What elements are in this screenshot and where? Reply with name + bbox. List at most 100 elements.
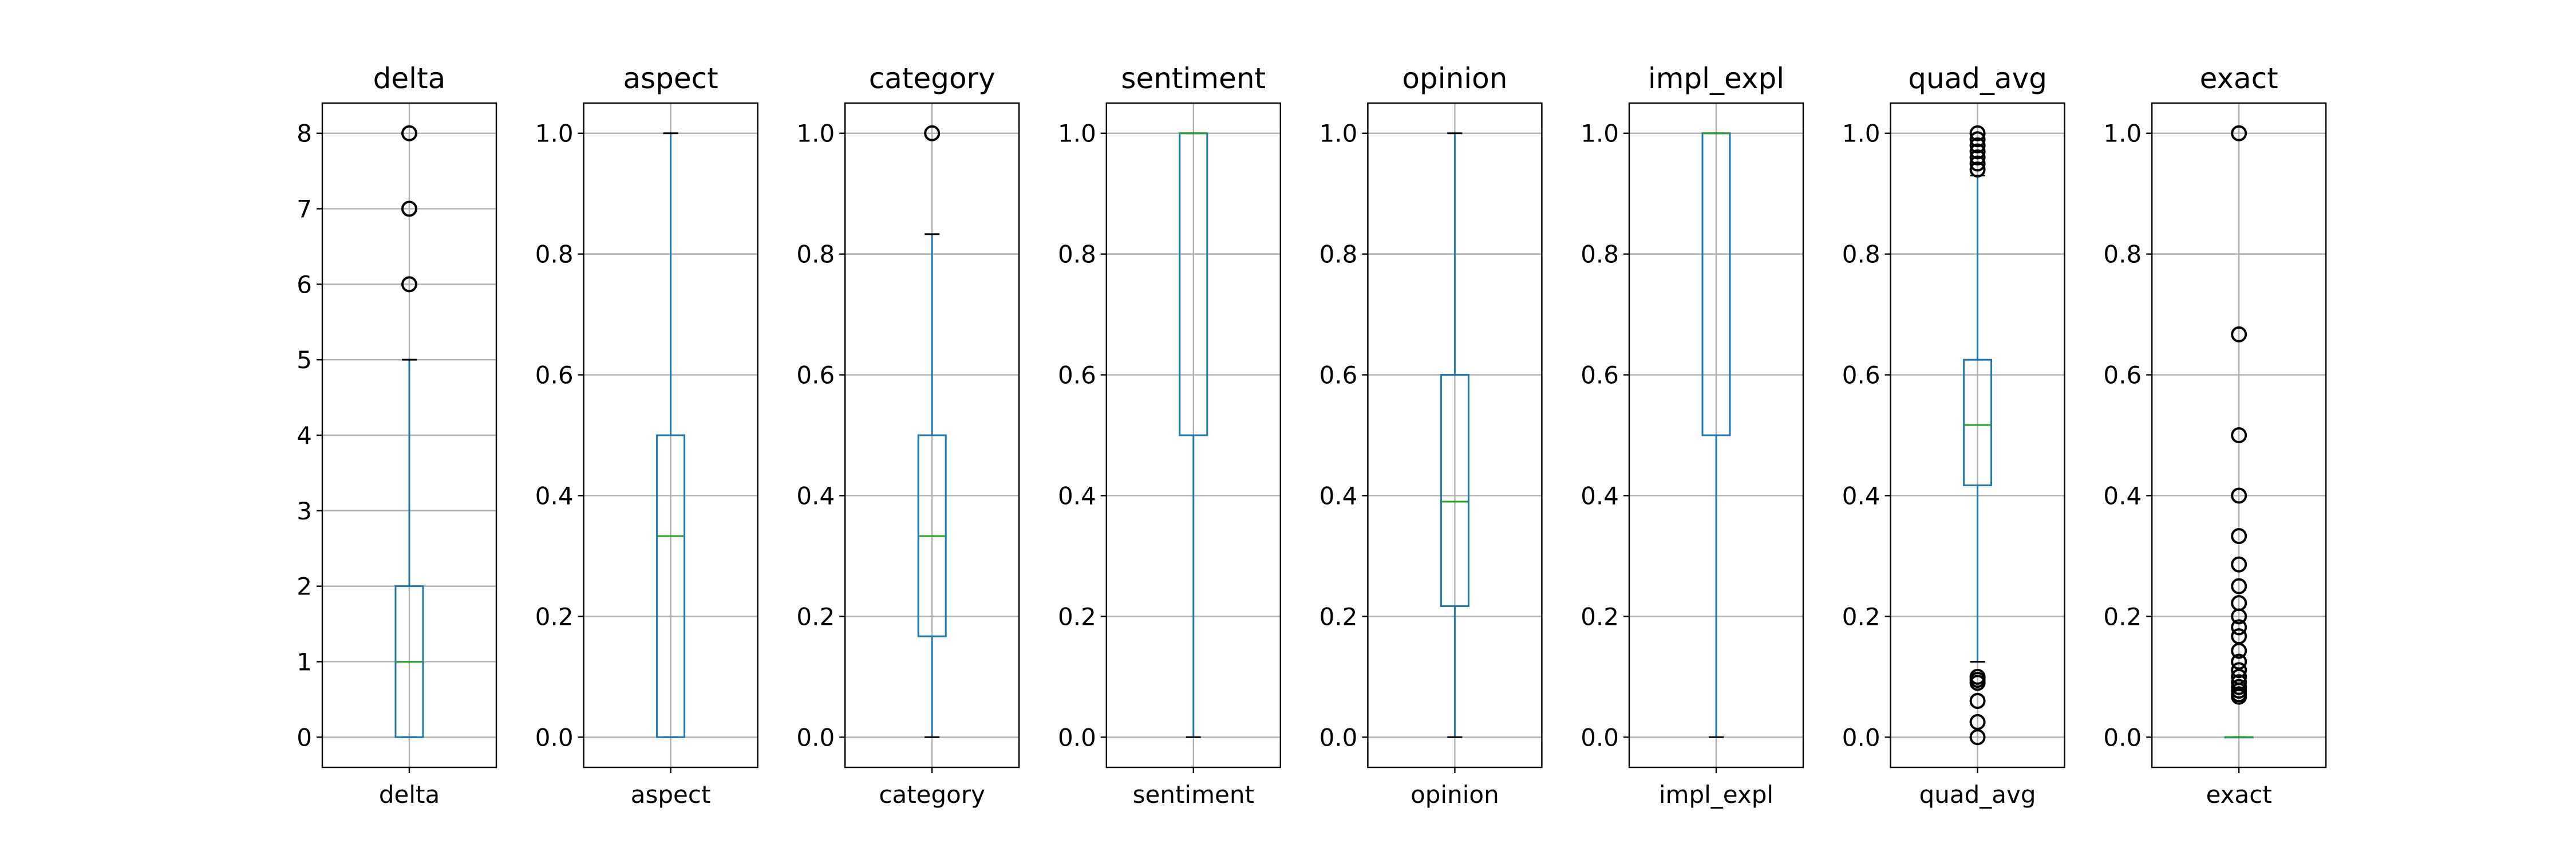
y-tick-label: 0.2: [1058, 602, 1096, 631]
x-tick-label: sentiment: [1133, 781, 1254, 809]
outlier-point: [2231, 608, 2247, 625]
panel-delta: 0 1 2 3 4 5 6 7 8 delta delta: [297, 62, 497, 809]
panel-opinion: 0.0 0.2 0.4 0.6 0.8 1.0 opinion opinion: [1319, 62, 1543, 809]
outlier-point: [1969, 729, 1986, 746]
outlier-point: [2231, 427, 2247, 443]
y-tick-label: 0.8: [1058, 241, 1096, 269]
y-tick-label: 0.0: [535, 723, 574, 751]
y-tick-label: 1.0: [2103, 120, 2142, 148]
outlier-point: [2231, 578, 2247, 594]
y-tick-label: 0.8: [796, 241, 835, 269]
y-tick-label: 3: [297, 497, 312, 525]
y-tick-label: 1: [297, 648, 312, 676]
outlier-point: [2231, 643, 2247, 659]
y-tick-label: 0.0: [1058, 723, 1096, 751]
iqr-box: [656, 434, 686, 738]
y-tick-label: 0.0: [796, 723, 835, 751]
y-tick-label: 0.6: [1319, 361, 1358, 389]
y-tick-label: 1.0: [1842, 120, 1880, 148]
outlier-point: [924, 125, 941, 141]
outlier-point: [1969, 143, 1986, 160]
y-tick-label: 0.8: [1581, 241, 1619, 269]
y-tick-label: 2: [297, 573, 312, 601]
outlier-point: [1969, 693, 1986, 709]
iqr-box: [1963, 358, 1993, 487]
y-tick-label: 0.6: [2103, 361, 2142, 389]
outlier-point: [1969, 131, 1986, 148]
y-tick-label: 6: [297, 270, 312, 298]
y-tick-label: 1.0: [1319, 120, 1358, 148]
y-tick-label: 0.2: [1319, 602, 1358, 631]
panel-quad_avg: 0.0 0.2 0.4 0.6 0.8 1.0 quad_avg quad_avg: [1842, 62, 2065, 809]
y-tick-label: 0.4: [1058, 482, 1096, 510]
x-tick-label: impl_expl: [1659, 781, 1773, 809]
y-tick-label: 0.6: [1581, 361, 1619, 389]
x-tick-label: quad_avg: [1919, 781, 2036, 809]
y-tick-label: 0.4: [796, 482, 835, 510]
y-tick-label: 0.0: [2103, 723, 2142, 751]
panel-title: delta: [373, 62, 446, 95]
y-tick-label: 8: [297, 120, 312, 148]
outlier-point: [1969, 675, 1986, 691]
y-tick-label: 7: [297, 195, 312, 223]
panel-title: quad_avg: [1908, 62, 2047, 95]
x-tick-label: delta: [379, 781, 440, 809]
y-tick-label: 0.6: [535, 361, 574, 389]
outlier-point: [2231, 487, 2247, 504]
outlier-point: [2231, 125, 2247, 141]
panel-title: opinion: [1402, 62, 1507, 95]
outlier-point: [401, 200, 417, 217]
y-tick-label: 0.4: [1842, 482, 1880, 510]
outlier-point: [1969, 149, 1986, 166]
y-tick-label: 0.2: [1581, 602, 1619, 631]
panel-title: impl_expl: [1648, 62, 1784, 95]
panel-sentiment: 0.0 0.2 0.4 0.6 0.8 1.0 sentiment sentiment: [1058, 62, 1282, 809]
y-tick-label: 0.8: [1319, 241, 1358, 269]
x-tick-label: opinion: [1411, 781, 1499, 809]
outlier-point: [2231, 528, 2247, 545]
outlier-point: [2231, 688, 2247, 705]
y-tick-label: 5: [297, 346, 312, 374]
y-tick-label: 0.8: [1842, 241, 1880, 269]
y-tick-label: 0.4: [1319, 482, 1358, 510]
outlier-point: [1969, 125, 1986, 141]
panel-category: 0.0 0.2 0.4 0.6 0.8 1.0 category category: [796, 62, 1020, 809]
y-tick-label: 0.2: [1842, 602, 1880, 631]
y-tick-label: 1.0: [796, 120, 835, 148]
y-tick-label: 0.0: [1581, 723, 1619, 751]
y-tick-label: 0.8: [2103, 241, 2142, 269]
x-tick-label: aspect: [631, 781, 711, 809]
outlier-point: [401, 125, 417, 141]
outlier-point: [1969, 155, 1986, 172]
panel-title: exact: [2200, 62, 2278, 95]
y-tick-label: 1.0: [1581, 120, 1619, 148]
panel-aspect: 0.0 0.2 0.4 0.6 0.8 1.0 aspect aspect: [535, 62, 758, 809]
outlier-point: [2231, 326, 2247, 342]
panel-title: category: [869, 62, 995, 95]
y-tick-label: 0.6: [1842, 361, 1880, 389]
panel-exact: 0.0 0.2 0.4 0.6 0.8 1.0 exact exact: [2103, 62, 2327, 809]
y-tick-label: 0.8: [535, 241, 574, 269]
panel-title: aspect: [623, 62, 718, 95]
outlier-point: [2231, 619, 2247, 636]
panel-impl_expl: 0.0 0.2 0.4 0.6 0.8 1.0 impl_expl impl_expl: [1581, 62, 1804, 809]
y-tick-label: 4: [297, 421, 312, 450]
outlier-point: [1969, 714, 1986, 730]
iqr-box: [1440, 374, 1469, 607]
y-tick-label: 0.4: [1581, 482, 1619, 510]
y-tick-label: 0.2: [796, 602, 835, 631]
y-tick-label: 0.0: [1319, 723, 1358, 751]
y-tick-label: 0.6: [796, 361, 835, 389]
y-tick-label: 1.0: [535, 120, 574, 148]
y-tick-label: 0.2: [535, 602, 574, 631]
outlier-point: [1969, 137, 1986, 153]
outlier-point: [2231, 556, 2247, 573]
y-tick-label: 0.0: [1842, 723, 1880, 751]
panel-title: sentiment: [1121, 62, 1266, 95]
outlier-point: [401, 276, 417, 293]
outlier-point: [2231, 662, 2247, 679]
y-tick-label: 0.4: [535, 482, 574, 510]
y-tick-label: 0: [297, 723, 312, 751]
x-tick-label: category: [879, 781, 985, 809]
